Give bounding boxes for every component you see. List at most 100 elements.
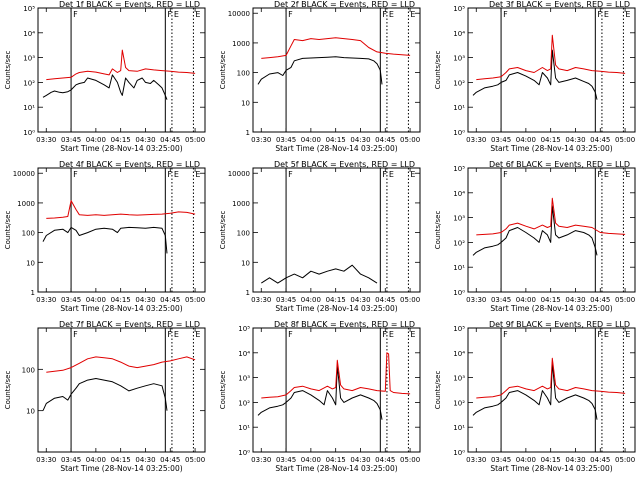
x-tick-label: 04:45 bbox=[590, 136, 610, 144]
y-tick-label: 1000 bbox=[17, 200, 35, 208]
y-tick-label: 10 bbox=[26, 408, 35, 416]
y-tick-label: 10⁵ bbox=[23, 5, 35, 13]
x-tick-label: 05:00 bbox=[400, 456, 420, 464]
panel-1: Det 1f BLACK = Events, RED = LLD Counts/s… bbox=[4, 0, 206, 153]
x-axis-label: Start Time (28-Nov-14 03:25:00) bbox=[275, 304, 397, 313]
plot-frame bbox=[252, 327, 421, 453]
y-tick-label: 10⁰ bbox=[453, 129, 465, 137]
x-axis-label: Start Time (28-Nov-14 03:25:00) bbox=[490, 464, 612, 473]
marker-label: E bbox=[389, 170, 394, 179]
panel-7: Det 7f BLACK = Events, RED = LLD Counts/s… bbox=[4, 320, 206, 473]
y-tick-label: 1 bbox=[31, 289, 35, 297]
lld-series-line bbox=[476, 34, 626, 81]
x-tick-label: 04:00 bbox=[516, 296, 536, 304]
x-axis-label: Start Time (28-Nov-14 03:25:00) bbox=[490, 304, 612, 313]
y-tick-label: 10⁴ bbox=[453, 350, 465, 358]
x-tick-label: 04:30 bbox=[135, 296, 155, 304]
marker-label: E bbox=[174, 330, 179, 339]
x-tick-label: 04:15 bbox=[541, 456, 561, 464]
marker-label: F bbox=[73, 170, 78, 179]
marker-label: F bbox=[382, 330, 387, 339]
x-tick-label: 04:15 bbox=[326, 456, 346, 464]
x-tick-label: 03:45 bbox=[491, 296, 511, 304]
events-series-line bbox=[257, 365, 383, 420]
plot-frame bbox=[467, 167, 636, 293]
y-tick-label: 10 bbox=[241, 99, 250, 107]
x-tick-label: 04:00 bbox=[86, 136, 106, 144]
y-tick-label: 10¹ bbox=[453, 264, 465, 272]
x-tick-label: 03:45 bbox=[276, 456, 296, 464]
x-axis-label: Start Time (28-Nov-14 03:25:00) bbox=[60, 304, 182, 313]
marker-label: F bbox=[503, 10, 508, 19]
x-tick-label: 05:00 bbox=[400, 296, 420, 304]
y-tick-label: 10⁰ bbox=[453, 289, 465, 297]
y-tick-label: 10⁵ bbox=[453, 5, 465, 13]
events-series-line bbox=[472, 362, 598, 420]
x-tick-label: 04:15 bbox=[326, 296, 346, 304]
marker-label: E bbox=[625, 330, 630, 339]
marker-label: F bbox=[503, 170, 508, 179]
x-tick-label: 03:45 bbox=[491, 136, 511, 144]
lld-series-line bbox=[46, 356, 196, 373]
y-tick-label: 10⁵ bbox=[453, 165, 465, 173]
y-tick-label: 10³ bbox=[23, 55, 35, 63]
y-tick-label: 10⁴ bbox=[453, 30, 465, 38]
x-tick-label: 03:45 bbox=[276, 296, 296, 304]
marker-label: F bbox=[167, 170, 172, 179]
x-tick-label: 04:15 bbox=[326, 136, 346, 144]
x-axis-label: Start Time (28-Nov-14 03:25:00) bbox=[60, 464, 182, 473]
x-tick-label: 04:45 bbox=[160, 296, 180, 304]
y-tick-label: 100 bbox=[22, 230, 35, 238]
y-tick-label: 10⁴ bbox=[453, 190, 465, 198]
marker-label: F bbox=[503, 330, 508, 339]
lld-series-line bbox=[261, 37, 411, 59]
x-tick-label: 04:45 bbox=[375, 136, 395, 144]
x-tick-label: 04:15 bbox=[541, 136, 561, 144]
marker-label: F bbox=[288, 10, 293, 19]
x-tick-label: 04:30 bbox=[135, 136, 155, 144]
y-tick-label: 100 bbox=[237, 70, 250, 78]
marker-label: E bbox=[625, 10, 630, 19]
marker-label: E bbox=[195, 10, 200, 19]
x-tick-label: 03:30 bbox=[251, 136, 271, 144]
lld-series-line bbox=[46, 49, 196, 81]
panel-title: Det 1f BLACK = Events, RED = LLD bbox=[59, 0, 200, 9]
x-tick-label: 04:45 bbox=[160, 136, 180, 144]
marker-label: F bbox=[597, 170, 602, 179]
y-tick-label: 10³ bbox=[453, 215, 465, 223]
x-tick-label: 04:30 bbox=[565, 456, 585, 464]
panel-3: Det 3f BLACK = Events, RED = LLD Counts/s… bbox=[434, 0, 636, 153]
y-tick-label: 100 bbox=[237, 230, 250, 238]
x-tick-label: 04:30 bbox=[350, 456, 370, 464]
x-tick-label: 05:00 bbox=[615, 456, 635, 464]
y-axis-label: Counts/sec bbox=[219, 51, 227, 90]
y-tick-label: 1000 bbox=[232, 40, 250, 48]
x-tick-label: 04:30 bbox=[135, 456, 155, 464]
y-tick-label: 10² bbox=[453, 79, 465, 87]
x-tick-label: 04:15 bbox=[111, 136, 131, 144]
y-tick-label: 10000 bbox=[228, 10, 250, 18]
x-tick-label: 05:00 bbox=[185, 136, 205, 144]
y-tick-label: 10 bbox=[241, 259, 250, 267]
y-tick-label: 10¹ bbox=[23, 104, 35, 112]
x-tick-label: 03:45 bbox=[61, 456, 81, 464]
y-tick-label: 10⁵ bbox=[453, 325, 465, 333]
x-tick-label: 05:00 bbox=[615, 136, 635, 144]
events-series-line bbox=[472, 205, 598, 256]
marker-label: F bbox=[597, 330, 602, 339]
y-tick-label: 10³ bbox=[453, 375, 465, 383]
plot-frame bbox=[252, 7, 421, 133]
x-tick-label: 03:45 bbox=[61, 296, 81, 304]
marker-label: E bbox=[410, 170, 415, 179]
x-tick-label: 04:00 bbox=[301, 136, 321, 144]
y-tick-label: 1000 bbox=[232, 200, 250, 208]
x-tick-label: 04:30 bbox=[565, 296, 585, 304]
plot-frame bbox=[252, 167, 421, 293]
events-series-line bbox=[42, 226, 168, 254]
x-tick-label: 04:15 bbox=[111, 296, 131, 304]
marker-label: F bbox=[167, 10, 172, 19]
y-tick-label: 10⁰ bbox=[23, 129, 35, 137]
x-tick-label: 03:45 bbox=[276, 136, 296, 144]
plot-frame bbox=[37, 327, 206, 453]
